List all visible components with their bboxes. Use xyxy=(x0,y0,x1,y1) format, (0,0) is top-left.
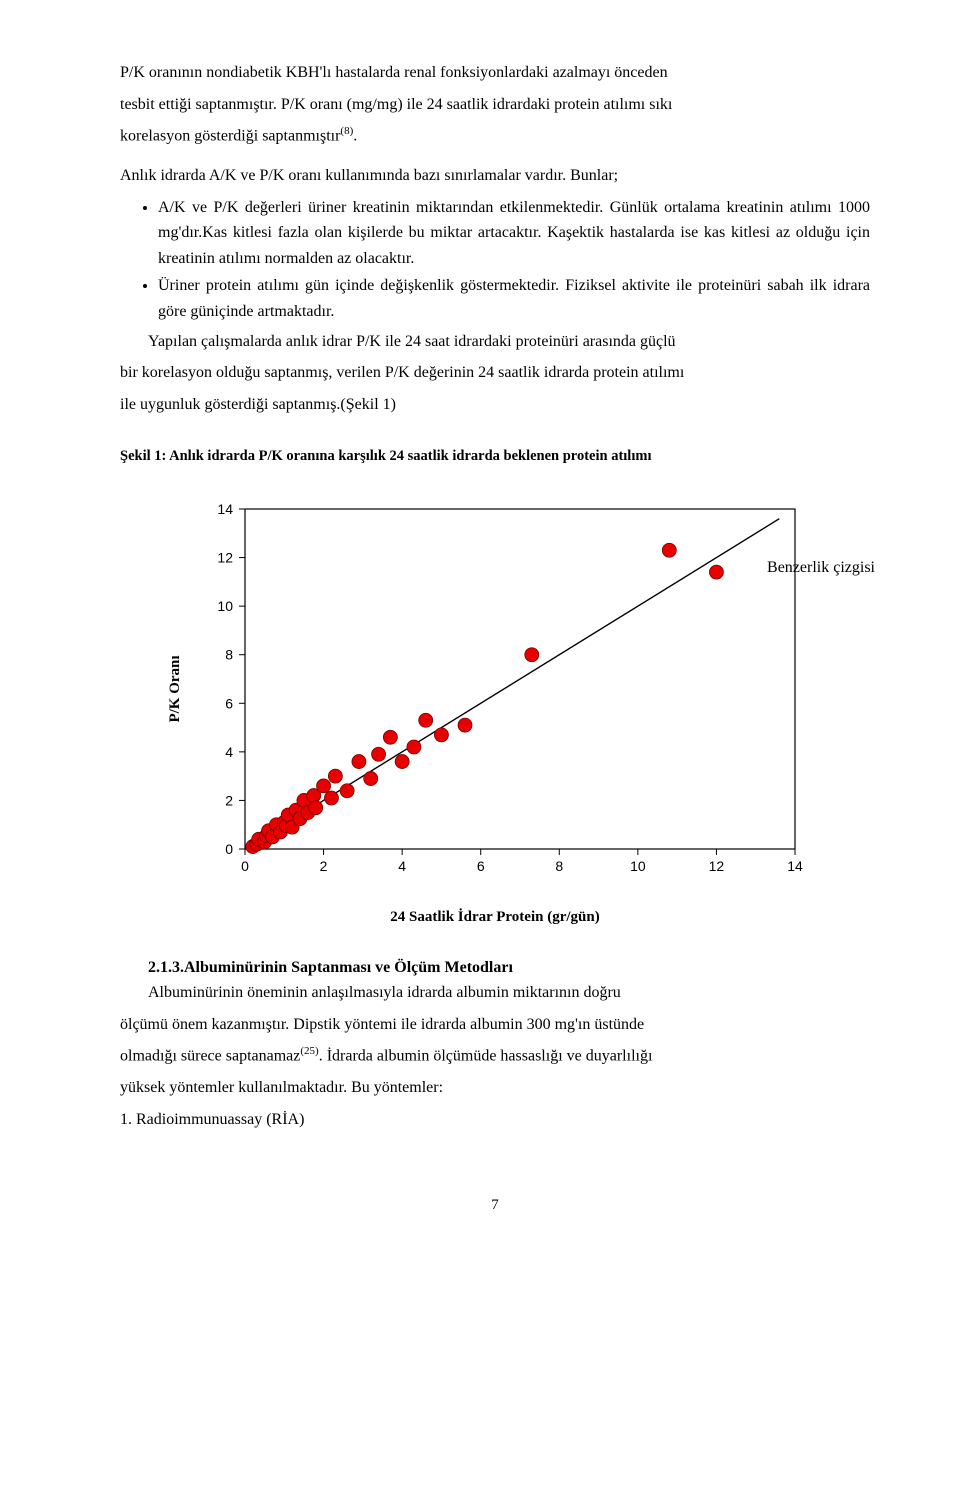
body-text: Albuminürinin öneminin anlaşılmasıyla id… xyxy=(120,980,870,1006)
text: korelasyon gösterdiği saptanmıştır xyxy=(120,128,340,145)
text: olmadığı sürece saptanamaz xyxy=(120,1048,300,1065)
scatter-chart: P/K Oranı Benzerlik çizgisi 024681012140… xyxy=(135,479,855,899)
svg-text:10: 10 xyxy=(630,858,646,874)
body-text: korelasyon gösterdiği saptanmıştır(8). xyxy=(120,123,870,149)
svg-text:6: 6 xyxy=(477,858,485,874)
body-text: yüksek yöntemler kullanılmaktadır. Bu yö… xyxy=(120,1075,870,1101)
body-text: bir korelasyon olduğu saptanmış, verilen… xyxy=(120,360,870,386)
svg-text:2: 2 xyxy=(320,858,328,874)
body-text: ile uygunluk gösterdiği saptanmış.(Şekil… xyxy=(120,392,870,418)
svg-text:0: 0 xyxy=(241,858,249,874)
body-text: tesbit ettiği saptanmıştır. P/K oranı (m… xyxy=(120,92,870,118)
y-axis-label: P/K Oranı xyxy=(163,655,187,722)
body-text: ölçümü önem kazanmıştır. Dipstik yöntemi… xyxy=(120,1012,870,1038)
svg-text:12: 12 xyxy=(709,858,725,874)
svg-text:12: 12 xyxy=(217,549,233,565)
figure-caption: Şekil 1: Anlık idrarda P/K oranına karşı… xyxy=(120,445,870,468)
text: . İdrarda albumin ölçümüde hassaslığı ve… xyxy=(319,1048,653,1065)
svg-text:8: 8 xyxy=(225,646,233,662)
x-axis-label: 24 Saatlik İdrar Protein (gr/gün) xyxy=(120,905,870,929)
list-item: Üriner protein atılımı gün içinde değişk… xyxy=(158,273,870,324)
page-number: 7 xyxy=(120,1193,870,1217)
section-heading: 2.1.3.Albuminürinin Saptanması ve Ölçüm … xyxy=(120,955,870,981)
body-text: olmadığı sürece saptanamaz(25). İdrarda … xyxy=(120,1043,870,1069)
svg-text:2: 2 xyxy=(225,792,233,808)
svg-text:10: 10 xyxy=(217,598,233,614)
bullet-list: A/K ve P/K değerleri üriner kreatinin mi… xyxy=(120,195,870,325)
citation-sup: (8) xyxy=(340,125,353,137)
legend-label: Benzerlik çizgisi xyxy=(767,555,875,581)
svg-text:6: 6 xyxy=(225,695,233,711)
svg-text:14: 14 xyxy=(217,501,233,517)
svg-text:8: 8 xyxy=(555,858,563,874)
body-text: Yapılan çalışmalarda anlık idrar P/K ile… xyxy=(120,329,870,355)
chart-svg: 0 2 4 6 8 10 12 14 0 2 4 6 8 10 12 14 xyxy=(135,479,855,899)
text: . xyxy=(353,128,357,145)
svg-text:4: 4 xyxy=(225,743,233,759)
text: tesbit ettiği saptanmıştır. P/K oranı (m… xyxy=(120,96,672,113)
svg-text:0: 0 xyxy=(225,841,233,857)
body-text: Anlık idrarda A/K ve P/K oranı kullanımı… xyxy=(120,163,870,189)
svg-text:14: 14 xyxy=(787,858,803,874)
list-item: A/K ve P/K değerleri üriner kreatinin mi… xyxy=(158,195,870,272)
body-text: 1. Radioimmunuassay (RİA) xyxy=(120,1107,870,1133)
citation-sup: (25) xyxy=(300,1045,318,1057)
svg-text:4: 4 xyxy=(398,858,406,874)
body-text: P/K oranının nondiabetik KBH'lı hastalar… xyxy=(120,60,870,86)
